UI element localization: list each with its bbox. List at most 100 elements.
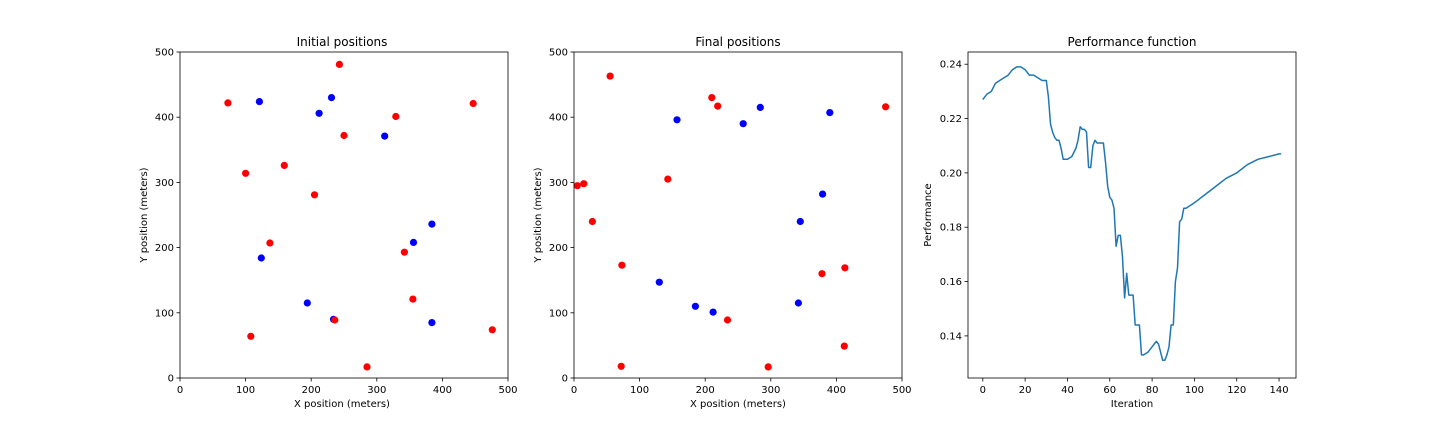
data-point [714,102,722,110]
x-axis-label: Iteration [1111,399,1153,410]
data-point [266,239,274,247]
plot-frame [967,51,1297,379]
x-tick-label: 300 [367,385,386,396]
data-point [363,363,371,371]
data-point [819,190,827,198]
y-tick-label: 200 [549,243,568,254]
data-point [882,103,890,111]
data-point [840,342,848,350]
y-tick-label: 300 [549,178,568,189]
data-point [673,116,681,124]
y-axis-label: Y position (meters) [533,167,544,263]
data-point [280,161,288,169]
x-tick-label: 100 [630,385,649,396]
x-tick-label: 500 [892,385,911,396]
y-tick-label: 100 [155,308,174,319]
data-point [618,261,626,269]
data-point [796,217,804,226]
performance-line [982,66,1282,362]
plot-title: Initial positions [297,35,388,49]
data-point [255,98,263,106]
data-point [580,180,588,188]
data-point [257,254,265,262]
data-point [691,302,700,310]
x-tick-label: 20 [1019,385,1032,396]
y-tick-label: 100 [549,308,568,319]
y-tick-label: 0.22 [940,114,962,125]
data-point [655,278,663,286]
x-tick-label: 300 [761,385,780,396]
data-point [664,175,672,183]
y-tick-label: 300 [155,178,174,189]
y-tick-label: 0 [562,374,568,385]
x-tick-label: 140 [1270,385,1289,396]
data-point [303,299,311,307]
data-point [409,238,418,246]
data-point [764,363,772,371]
data-point [400,248,408,256]
data-point [327,94,336,102]
x-tick-label: 0 [980,385,986,396]
x-axis-label: X position (meters) [294,399,390,410]
x-tick-label: 100 [1185,385,1204,396]
data-point [606,72,614,80]
x-tick-label: 400 [827,385,846,396]
data-point [381,132,389,140]
data-point [469,99,477,108]
data-point [331,316,339,324]
x-tick-label: 120 [1227,385,1246,396]
x-tick-label: 500 [498,385,517,396]
data-point [739,120,747,128]
data-point [709,308,717,316]
data-point [588,217,597,226]
data-point [826,109,834,117]
y-tick-label: 0.18 [940,223,962,234]
y-tick-label: 200 [155,243,174,254]
data-point [340,131,348,140]
data-point [818,270,826,278]
data-point [841,264,849,272]
x-tick-label: 100 [236,385,255,396]
final-positions-plot: Final positions X position (meters) Y po… [533,35,912,410]
data-point [242,169,250,177]
plot-title: Performance function [1068,35,1197,49]
data-point [392,112,400,121]
initial-positions-plot: Initial positions X position (meters) Y … [139,35,518,410]
y-tick-label: 0.24 [940,60,962,71]
x-tick-label: 0 [177,385,183,396]
y-tick-label: 500 [549,48,568,59]
x-tick-label: 200 [302,385,321,396]
performance-function-plot: Performance function Iteration Performan… [923,35,1297,410]
y-axis-label: Performance [923,183,934,246]
data-point [573,182,581,190]
y-tick-label: 0.14 [940,331,962,342]
data-point [428,220,436,228]
data-point [723,316,732,324]
data-point [409,295,417,303]
x-tick-label: 80 [1146,385,1159,396]
data-point [708,94,716,102]
x-tick-label: 40 [1061,385,1074,396]
plot-frame [179,51,509,379]
x-tick-label: 200 [696,385,715,396]
x-tick-label: 400 [433,385,452,396]
x-axis-label: X position (meters) [690,399,786,410]
data-point [428,319,436,327]
data-point [335,60,343,68]
y-axis-label: Y position (meters) [139,167,150,263]
data-point [794,299,803,307]
y-tick-label: 400 [155,113,174,124]
plot-title: Final positions [695,35,780,49]
plot-frame [573,51,903,379]
y-tick-label: 0 [168,374,174,385]
data-point [488,326,496,334]
x-tick-label: 0 [571,385,577,396]
y-tick-label: 500 [155,48,174,59]
y-tick-label: 400 [549,113,568,124]
data-point [224,99,232,107]
data-point [617,362,625,370]
y-tick-label: 0.20 [940,168,962,179]
data-point [247,332,255,340]
x-tick-label: 60 [1103,385,1116,396]
